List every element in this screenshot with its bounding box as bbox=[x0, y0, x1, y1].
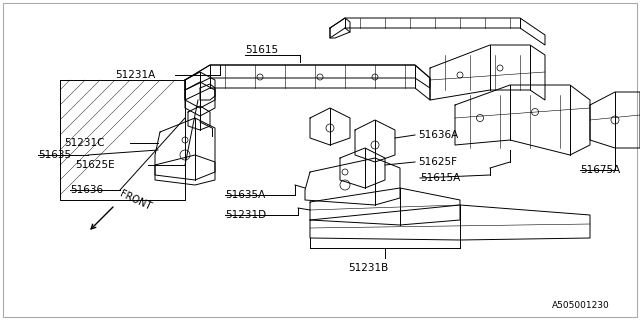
Text: 51636: 51636 bbox=[70, 185, 103, 195]
Text: 51615A: 51615A bbox=[420, 173, 460, 183]
Text: 51231A: 51231A bbox=[115, 70, 156, 80]
Text: 51231D: 51231D bbox=[225, 210, 266, 220]
Text: 51615: 51615 bbox=[245, 45, 278, 55]
Text: 51231B: 51231B bbox=[348, 263, 388, 273]
Text: 51635: 51635 bbox=[38, 150, 71, 160]
Text: 51625F: 51625F bbox=[418, 157, 457, 167]
Text: 51231C: 51231C bbox=[64, 138, 104, 148]
Text: 51635A: 51635A bbox=[225, 190, 265, 200]
Text: FRONT: FRONT bbox=[118, 188, 152, 212]
Text: 51675A: 51675A bbox=[580, 165, 620, 175]
Text: A505001230: A505001230 bbox=[552, 301, 610, 310]
Text: 51625E: 51625E bbox=[75, 160, 115, 170]
Text: 51636A: 51636A bbox=[418, 130, 458, 140]
